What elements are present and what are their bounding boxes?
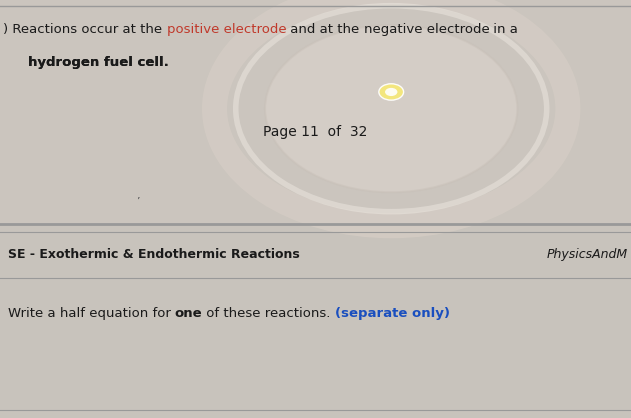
Bar [0, 224, 631, 418]
Bar [0, 0, 631, 224]
Text: negative electrode: negative electrode [363, 23, 490, 36]
Text: ) Reactions occur at the: ) Reactions occur at the [3, 23, 167, 36]
Text: and at the: and at the [286, 23, 363, 36]
Text: ’: ’ [136, 197, 139, 207]
Text: hydrogen fuel cell.: hydrogen fuel cell. [28, 56, 169, 69]
Circle shape [385, 88, 398, 96]
Text: in a: in a [490, 23, 518, 36]
Text: Page 11  of  32: Page 11 of 32 [263, 125, 368, 139]
Text: of these reactions.: of these reactions. [203, 307, 335, 320]
Text: PhysicsAndM: PhysicsAndM [546, 248, 628, 262]
Text: one: one [175, 307, 203, 320]
Text: hydrogen fuel cell.: hydrogen fuel cell. [28, 56, 169, 69]
Text: Write a half equation for: Write a half equation for [8, 307, 175, 320]
Text: (separate only): (separate only) [335, 307, 450, 320]
Circle shape [379, 84, 404, 100]
Circle shape [265, 25, 517, 192]
Text: positive electrode: positive electrode [167, 23, 286, 36]
Text: SE - Exothermic & Endothermic Reactions: SE - Exothermic & Endothermic Reactions [8, 248, 299, 262]
